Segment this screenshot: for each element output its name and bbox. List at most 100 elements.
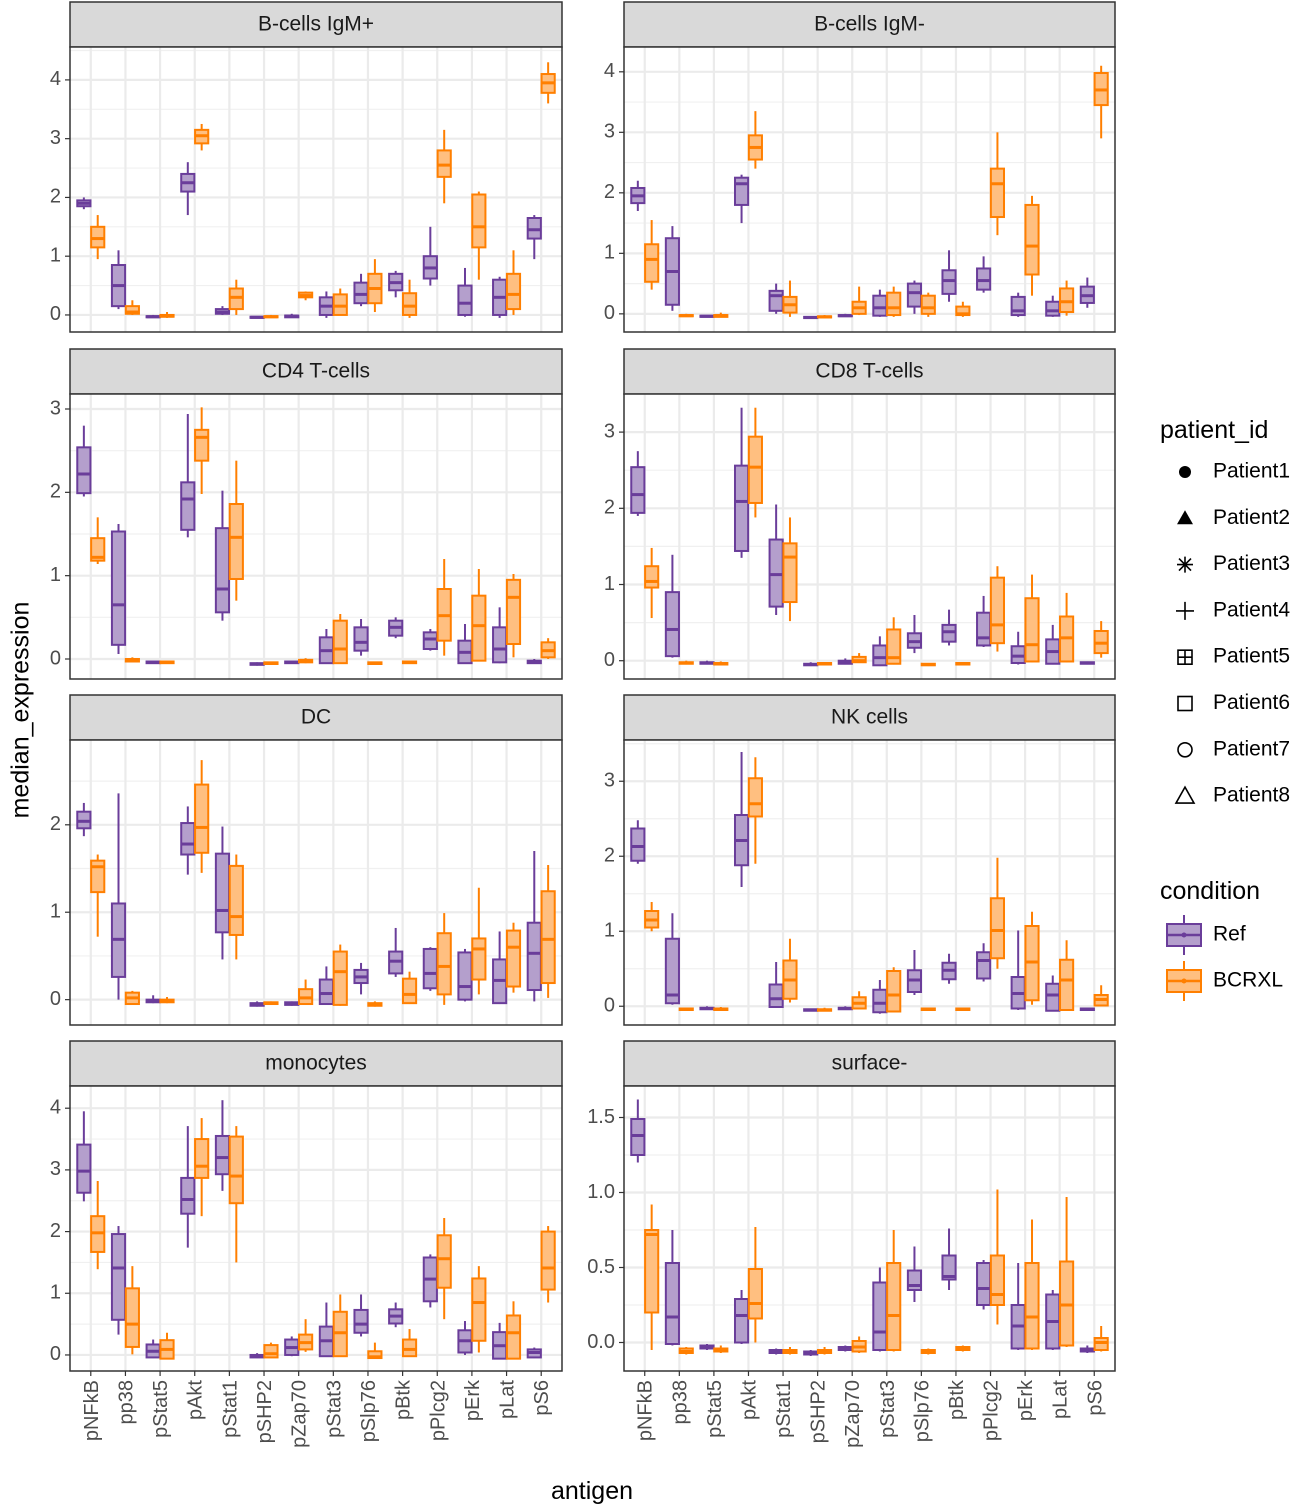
box-bcrxl-pAkt	[194, 407, 210, 494]
legend-item-patient6: Patient6	[1177, 691, 1290, 714]
box-iqr	[540, 1230, 556, 1291]
box-ref-pSHP2	[803, 315, 819, 320]
facet-title: CD8 T-cells	[815, 360, 923, 383]
box-iqr	[976, 951, 992, 980]
box-ref-pLat	[492, 276, 508, 318]
box-iqr	[214, 1134, 231, 1176]
y-tick-label: 2	[604, 497, 615, 519]
box-iqr	[436, 932, 452, 996]
box-bcrxl-pErk	[471, 887, 487, 995]
box-iqr	[886, 291, 902, 317]
box-ref-pNFkB	[630, 820, 646, 864]
box-ref-pp38	[110, 250, 127, 310]
box-ref-pAkt	[180, 162, 196, 216]
box-bcrxl-pPlcg2	[436, 1218, 452, 1320]
facet-strip	[69, 1040, 563, 1087]
box-ref-pStat5	[145, 314, 161, 319]
box-bcrxl-pZap70	[298, 1319, 314, 1352]
panel-background	[624, 740, 1115, 1025]
box-iqr	[920, 294, 936, 315]
box-bcrxl-pZap70	[851, 991, 867, 1010]
y-tick-label: 0	[604, 649, 615, 671]
box-iqr	[886, 970, 902, 1013]
x-tick-label: pStat1	[219, 1380, 241, 1438]
box-bcrxl-pS6	[540, 865, 556, 998]
box-iqr	[228, 503, 244, 580]
asterisk-icon	[1177, 556, 1193, 573]
box-iqr	[180, 481, 196, 531]
y-tick-label: 0	[50, 1343, 61, 1365]
box-ref-pLat	[1045, 1290, 1061, 1350]
box-bcrxl-pBtk	[401, 971, 418, 1005]
x-tick-label: pStat3	[877, 1380, 899, 1438]
x-tick-label: pAkt	[738, 1380, 760, 1420]
box-bcrxl-pNFkB	[644, 1204, 660, 1350]
box-bcrxl-pZap70	[298, 979, 314, 1006]
box-ref-pNFkB	[630, 451, 646, 516]
box-bcrxl-pZap70	[298, 658, 314, 664]
box-iqr	[110, 1233, 127, 1321]
box-ref-pAkt	[733, 752, 750, 887]
box-iqr	[194, 428, 210, 462]
box-bcrxl-pS6	[1093, 621, 1109, 658]
box-bcrxl-pStat5	[159, 660, 175, 665]
legend-item-patient7: Patient7	[1177, 737, 1290, 760]
box-ref-pSlp76	[906, 950, 923, 995]
y-tick-label: 3	[50, 397, 61, 419]
box-ref-pPlcg2	[976, 943, 992, 982]
box-iqr	[989, 576, 1006, 645]
box-bcrxl-pSHP2	[263, 314, 279, 319]
box-ref-pStat1	[768, 962, 784, 1008]
facet-monocytes: monocytes 0 1 2 3 4 pNFkB pp38 pStat5 pAkt pStat1 p…	[50, 1040, 563, 1448]
box-bcrxl-pNFkB	[644, 220, 660, 290]
y-tick-label: 0.0	[587, 1331, 615, 1353]
x-tick-label: pSlp76	[911, 1380, 933, 1442]
x-tick-label: pBtk	[946, 1379, 968, 1420]
panel-border	[623, 46, 1116, 333]
box-iqr	[422, 947, 438, 990]
box-ref-pS6	[526, 1347, 542, 1359]
box-ref-pBtk	[941, 953, 957, 984]
box-bcrxl-pSlp76	[920, 662, 936, 667]
box-bcrxl-pAkt	[747, 757, 763, 864]
box-bcrxl-pStat3	[332, 614, 348, 665]
box-bcrxl-pLat	[1059, 1197, 1075, 1347]
y-tick-label: 4	[50, 1096, 61, 1118]
box-iqr	[644, 1229, 660, 1314]
box-ref-pStat5	[699, 314, 715, 318]
box-bcrxl-pSHP2	[263, 661, 279, 665]
box-ref-pAkt	[733, 407, 750, 558]
box-iqr	[941, 1254, 957, 1281]
box-ref-pp38	[664, 913, 680, 1005]
box-iqr	[989, 1254, 1006, 1306]
box-bcrxl-pSlp76	[920, 292, 936, 317]
box-bcrxl-pBtk	[955, 1007, 971, 1011]
box-bcrxl-pLat	[505, 1301, 522, 1360]
x-tick-label: pNFkB	[81, 1380, 103, 1441]
legend-key-point	[1181, 932, 1187, 938]
box-ref-pErk	[1010, 292, 1026, 317]
facet-strip	[623, 1040, 1116, 1087]
open-triangle-icon	[1174, 785, 1196, 804]
box-iqr	[747, 435, 763, 504]
legend-label: Patient6	[1213, 691, 1290, 714]
box-bcrxl-pStat3	[886, 617, 902, 665]
box-bcrxl-pS6	[1093, 985, 1109, 1007]
box-bcrxl-pAkt	[194, 760, 210, 873]
box-ref-pStat3	[872, 1267, 888, 1352]
box-ref-pNFkB	[76, 425, 92, 497]
box-ref-pS6	[1079, 1007, 1095, 1011]
box-iqr	[457, 284, 473, 316]
filled-triangle-icon	[1177, 510, 1193, 525]
box-bcrxl-pAkt	[194, 123, 210, 151]
box-ref-pSlp76	[906, 614, 923, 654]
box-ref-pS6	[526, 215, 542, 260]
box-iqr	[976, 611, 992, 647]
x-tick-label: pBtk	[393, 1379, 415, 1420]
legend-item-patient3: Patient3	[1177, 552, 1290, 575]
panel-background	[70, 394, 562, 679]
box-ref-pNFkB	[630, 180, 646, 211]
box-iqr	[1059, 287, 1075, 314]
